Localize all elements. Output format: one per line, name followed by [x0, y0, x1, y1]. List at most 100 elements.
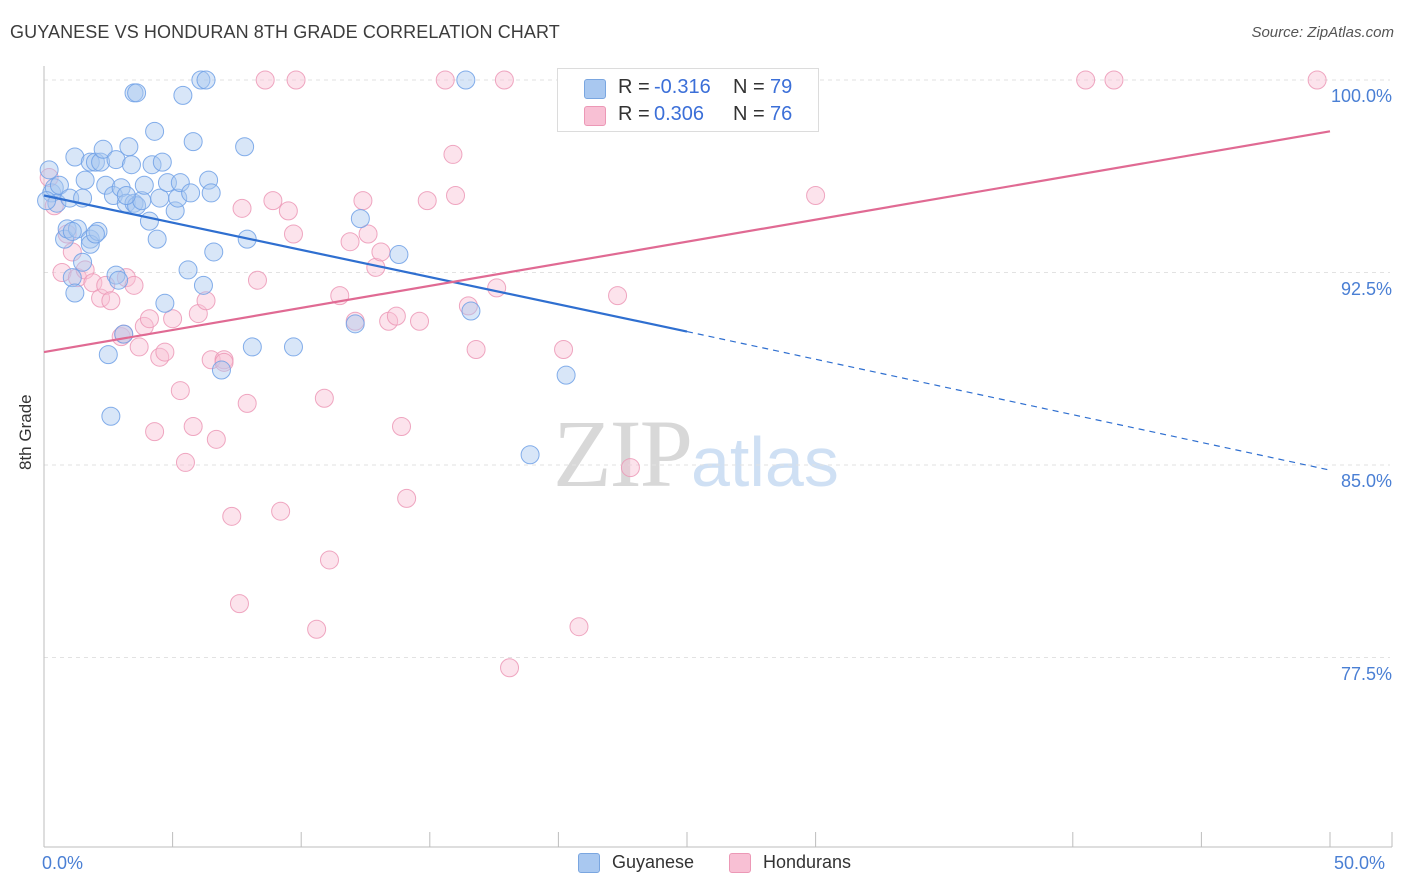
hondurans-points — [39, 70, 1327, 678]
guyanese-point — [168, 188, 188, 208]
hondurans-point — [608, 286, 628, 306]
source-label: Source: ZipAtlas.com — [1251, 24, 1394, 41]
watermark-zip: ZIP — [553, 400, 693, 507]
hondurans-point — [196, 291, 216, 311]
guyanese-point — [80, 152, 100, 172]
guyanese-points — [37, 70, 736, 465]
watermark-atlas: atlas — [691, 423, 839, 501]
hondurans-point — [206, 429, 226, 449]
guyanese-point — [389, 245, 409, 265]
hondurans-swatch — [584, 106, 606, 126]
hondurans-point — [371, 242, 391, 262]
hondurans-point — [340, 232, 360, 252]
grid-lines — [44, 79, 1390, 658]
guyanese-point — [350, 209, 370, 229]
hondurans-point — [458, 296, 478, 316]
hondurans-point — [283, 224, 303, 244]
hondurans-point — [410, 311, 430, 331]
guyanese-point — [456, 70, 476, 90]
guyanese-point — [106, 150, 126, 170]
legend-label-guyanese: Guyanese — [612, 852, 695, 872]
guyanese-point — [116, 186, 136, 205]
y-axis-label: 8th Grade — [16, 394, 35, 470]
hondurans-point — [129, 337, 149, 357]
guyanese-point — [193, 275, 213, 295]
guyanese-point — [520, 445, 540, 465]
correlation-stats-box: R = -0.316 N = 79 R = 0.306 N = 76 — [557, 68, 819, 132]
hondurans-point — [263, 191, 283, 211]
guyanese-trend-line — [43, 194, 688, 333]
hondurans-point — [806, 186, 826, 205]
guyanese-point — [57, 219, 77, 239]
hondurans-point — [353, 191, 373, 211]
guyanese-point — [119, 137, 139, 157]
guyanese-point — [201, 183, 221, 203]
legend-swatch-hondurans — [729, 853, 751, 873]
guyanese-point — [147, 229, 167, 249]
y-tick-label: 77.5% — [1340, 663, 1392, 684]
hondurans-point — [155, 342, 175, 362]
stats-row-guyanese: R = -0.316 N = 79 — [558, 73, 818, 101]
guyanese-point — [65, 147, 85, 167]
hondurans-point — [139, 309, 159, 329]
guyanese-point — [178, 260, 198, 280]
hondurans-point — [57, 224, 77, 244]
hondurans-point — [39, 168, 59, 188]
hondurans-point — [52, 263, 72, 282]
hondurans-point — [150, 347, 170, 367]
guyanese-point — [235, 137, 255, 157]
guyanese-point — [345, 314, 365, 334]
chart-title: GUYANESE VS HONDURAN 8TH GRADE CORRELATI… — [10, 22, 560, 42]
hondurans-point — [170, 381, 190, 401]
hondurans-point — [175, 452, 195, 472]
guyanese-point — [204, 242, 224, 262]
n-value: 76 — [770, 103, 793, 125]
guyanese-point — [121, 155, 141, 175]
guyanese-point — [75, 170, 95, 190]
hondurans-point — [286, 70, 306, 90]
guyanese-point — [211, 360, 231, 380]
r-label: R = — [618, 76, 650, 98]
hondurans-trend-line — [43, 130, 1331, 354]
hondurans-point — [466, 340, 486, 359]
hondurans-point — [96, 275, 116, 295]
guyanese-point — [49, 175, 69, 195]
guyanese-point — [109, 270, 129, 290]
guyanese-point — [196, 70, 216, 90]
hondurans-point — [307, 619, 327, 639]
hondurans-point — [1307, 70, 1327, 90]
hondurans-point — [214, 352, 234, 372]
hondurans-point — [67, 268, 87, 288]
r-value: -0.316 — [654, 76, 711, 98]
hondurans-point — [271, 501, 291, 521]
hondurans-point — [237, 393, 257, 413]
hondurans-point — [435, 70, 455, 90]
y-tick-label: 100.0% — [1330, 86, 1392, 106]
hondurans-point — [247, 270, 267, 290]
hondurans-point — [392, 417, 412, 436]
hondurans-point — [569, 617, 589, 637]
hondurans-point — [124, 275, 144, 295]
hondurans-point — [145, 422, 165, 442]
guyanese-point — [106, 265, 126, 285]
guyanese-point — [173, 85, 193, 105]
guyanese-point — [181, 183, 201, 203]
guyanese-point — [170, 173, 190, 193]
n-label: N = — [733, 76, 765, 98]
hondurans-point — [554, 340, 574, 359]
hondurans-point — [1076, 70, 1096, 90]
y-tick-label: 92.5% — [1340, 278, 1392, 299]
guyanese-point — [98, 345, 118, 365]
guyanese-point — [73, 252, 93, 272]
guyanese-point — [62, 221, 82, 241]
hondurans-point — [443, 144, 463, 164]
n-label: N = — [733, 103, 765, 125]
hondurans-point — [319, 550, 339, 570]
n-value: 79 — [770, 76, 793, 98]
guyanese-point — [80, 229, 100, 249]
hondurans-point — [278, 201, 298, 221]
hondurans-point — [417, 191, 437, 211]
guyanese-point — [145, 121, 165, 141]
guyanese-point — [85, 224, 105, 244]
